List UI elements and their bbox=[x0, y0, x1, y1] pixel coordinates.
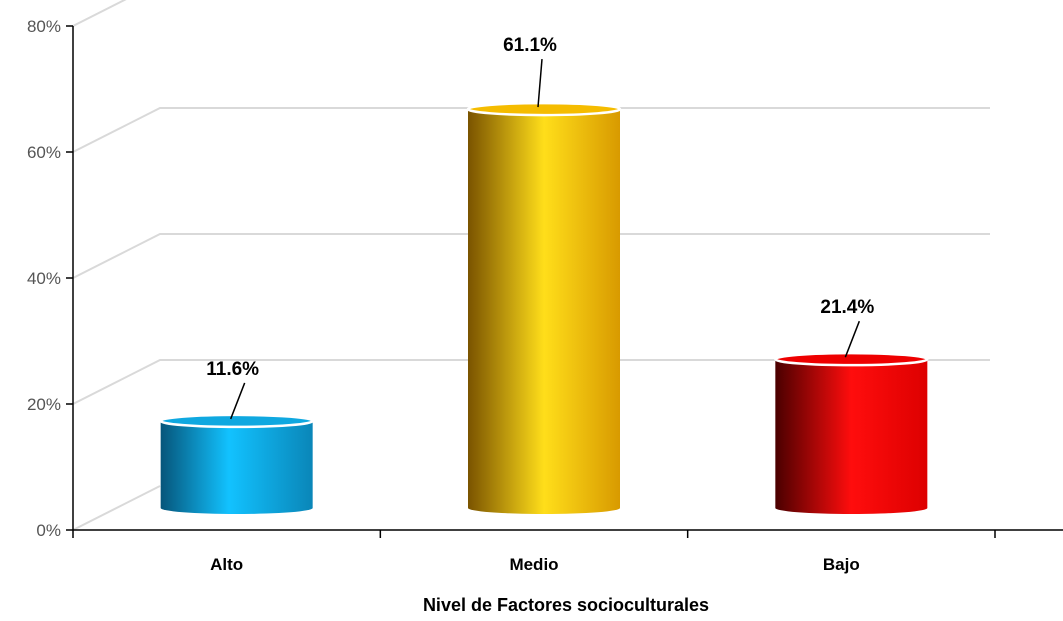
y-tick-label: 40% bbox=[27, 269, 61, 288]
label-leader-line bbox=[229, 382, 246, 420]
bar-top bbox=[774, 351, 929, 367]
gridline bbox=[72, 233, 990, 279]
data-label: 61.1% bbox=[503, 35, 557, 56]
x-axis-title: Nivel de Factores socioculturales bbox=[423, 595, 709, 615]
bar-medio bbox=[466, 101, 622, 514]
category-labels: Alto Medio Bajo bbox=[210, 555, 860, 574]
y-tick-label: 20% bbox=[27, 395, 61, 414]
bar-top bbox=[466, 101, 622, 117]
bar-bajo bbox=[774, 351, 929, 514]
data-labels: 11.6% 61.1% 21.4% bbox=[206, 35, 874, 420]
y-ticks: 0% 20% 40% 60% 80% bbox=[27, 17, 996, 540]
category-label: Bajo bbox=[823, 555, 860, 574]
y-tick-label: 80% bbox=[27, 17, 61, 36]
bar-body bbox=[468, 109, 620, 514]
bar-alto bbox=[159, 413, 314, 514]
gridline bbox=[72, 0, 127, 27]
y-tick-label: 0% bbox=[36, 521, 61, 540]
data-label: 21.4% bbox=[820, 297, 874, 318]
bar-body bbox=[160, 420, 313, 514]
label-leader-line bbox=[537, 59, 543, 108]
bar-top bbox=[159, 413, 314, 429]
floor-line bbox=[72, 485, 161, 531]
gridline bbox=[72, 107, 990, 153]
category-label: Medio bbox=[509, 555, 558, 574]
bars bbox=[159, 101, 929, 514]
data-label: 11.6% bbox=[206, 359, 259, 380]
bar-body bbox=[775, 359, 928, 514]
gridline bbox=[72, 359, 990, 405]
gridlines bbox=[72, 0, 990, 531]
label-leader-line bbox=[844, 320, 861, 358]
category-label: Alto bbox=[210, 555, 243, 574]
y-tick-label: 60% bbox=[27, 143, 61, 162]
